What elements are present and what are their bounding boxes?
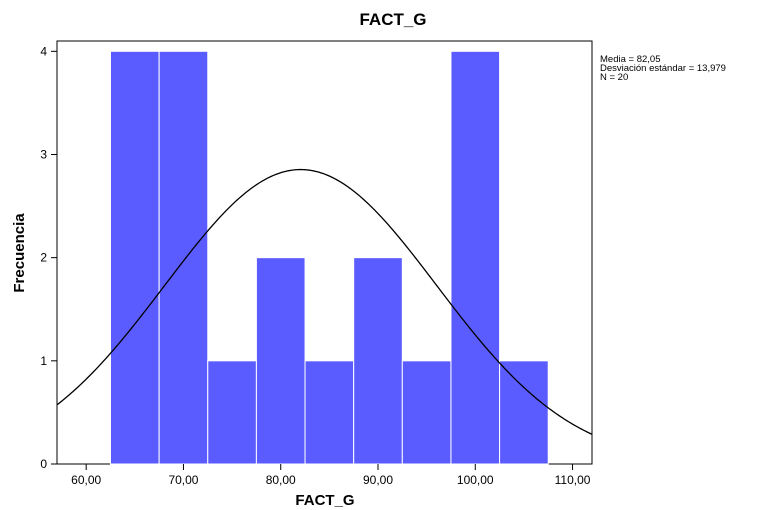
histogram-bar	[110, 50, 160, 465]
x-tick-label: 80,00	[266, 473, 296, 487]
y-tick-label: 2	[40, 251, 47, 265]
histogram-bar	[499, 360, 549, 465]
x-tick-label: 90,00	[363, 473, 393, 487]
stats-line: N = 20	[600, 72, 628, 83]
x-tick-label: 110,00	[555, 473, 591, 487]
x-axis: 60,00 70,00 80,00 90,00 100,00 110,00	[71, 464, 591, 487]
histogram-bar	[158, 50, 209, 465]
x-tick-label: 100,00	[457, 473, 494, 487]
histogram-bar	[401, 360, 452, 465]
stats-line: Desviación estándar = 13,979	[600, 63, 726, 74]
y-tick-label: 1	[40, 354, 47, 368]
x-axis-label: FACT_G	[295, 492, 354, 509]
y-tick-label: 3	[40, 147, 47, 161]
histogram-bar	[353, 257, 403, 465]
x-tick-label: 70,00	[168, 473, 198, 487]
histogram-bar	[255, 257, 306, 465]
y-axis: 0 1 2 3 4	[40, 44, 57, 471]
histogram-bar	[207, 360, 257, 465]
histogram-bar	[304, 360, 355, 465]
histogram-bars	[110, 50, 549, 465]
y-tick-label: 0	[40, 457, 47, 471]
y-axis-label: Frecuencia	[11, 213, 28, 293]
stats-line: Media = 82,05	[600, 54, 660, 65]
y-tick-label: 4	[40, 44, 47, 58]
normal-curve	[56, 168, 593, 435]
histogram-bar	[450, 50, 501, 465]
chart-title: FACT_G	[359, 10, 426, 29]
x-tick-label: 60,00	[71, 473, 101, 487]
